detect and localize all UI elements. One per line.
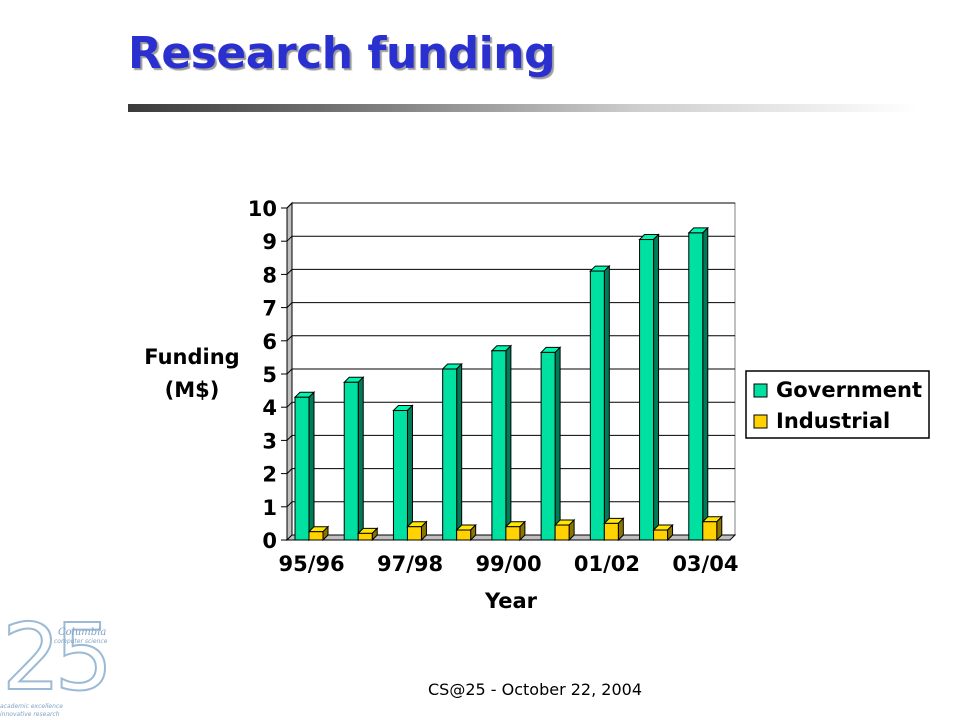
bar	[603, 522, 619, 541]
gridline	[286, 268, 735, 275]
gridline	[286, 368, 735, 375]
logo-subtitle: computer science	[54, 638, 108, 645]
bar	[308, 531, 324, 541]
gridline	[286, 468, 735, 474]
y-tick-label: 8	[262, 263, 277, 287]
gridline	[286, 335, 735, 342]
gridline	[286, 202, 735, 209]
x-axis-label: Year	[484, 589, 538, 613]
bar-side	[406, 404, 413, 542]
gridline	[286, 434, 735, 441]
x-tick-label: 99/00	[475, 552, 541, 576]
y-tick-label: 2	[262, 463, 277, 487]
bar-side	[505, 344, 512, 542]
bar	[343, 381, 359, 541]
legend-label: Government	[776, 378, 922, 402]
bar	[294, 396, 310, 541]
x-tick-label: 01/02	[574, 552, 640, 576]
legend-box	[745, 370, 930, 439]
bar-side	[653, 233, 660, 542]
gridline	[286, 401, 735, 408]
gridline	[286, 302, 735, 308]
legend-swatch	[753, 383, 768, 398]
bar	[540, 351, 556, 541]
bar-side	[456, 362, 463, 542]
bar-side	[357, 376, 364, 542]
y-tick-label: 5	[262, 363, 277, 387]
bar	[357, 532, 373, 541]
bar	[702, 521, 718, 541]
bar	[688, 232, 704, 541]
bar	[554, 524, 570, 541]
y-tick-label: 10	[248, 197, 277, 221]
y-tick-label: 9	[262, 230, 277, 254]
logo-number: 25	[1, 604, 114, 711]
gridline	[286, 501, 735, 508]
slide-title: Research funding	[128, 28, 556, 79]
y-tick-label: 0	[262, 529, 277, 553]
gridline	[286, 235, 735, 242]
y-tick-label: 4	[262, 396, 277, 420]
y-tick-label: 1	[262, 496, 277, 520]
logo-brand: Columbia	[58, 627, 107, 638]
y-tick-label: 3	[262, 429, 277, 453]
y-axis-label-line-2: (M$)	[165, 378, 220, 402]
bar	[406, 526, 422, 541]
bar-side	[702, 226, 709, 542]
logo-tagline-1: academic excellence	[0, 703, 63, 710]
legend-label: Industrial	[776, 409, 890, 433]
x-tick-label: 95/96	[279, 552, 345, 576]
bar	[442, 368, 458, 541]
bar	[653, 529, 669, 541]
slide-footer: CS@25 - October 22, 2004	[428, 680, 642, 699]
bar-side	[603, 264, 610, 542]
bar	[456, 529, 472, 541]
x-tick-label: 97/98	[377, 552, 443, 576]
legend-swatch	[753, 414, 768, 429]
bar	[392, 410, 408, 541]
y-tick-label: 7	[262, 297, 277, 321]
bar	[505, 526, 521, 541]
logo-tagline-2: innovative research	[0, 711, 60, 718]
bar-side	[554, 346, 561, 542]
x-tick-label: 03/04	[672, 552, 738, 576]
bar	[639, 239, 655, 541]
y-tick-label: 6	[262, 330, 277, 354]
bar-side	[308, 391, 315, 542]
bar	[491, 350, 507, 541]
title-underline-rule	[128, 104, 918, 112]
bar	[589, 270, 605, 541]
y-axis-label-line-1: Funding	[144, 345, 239, 369]
